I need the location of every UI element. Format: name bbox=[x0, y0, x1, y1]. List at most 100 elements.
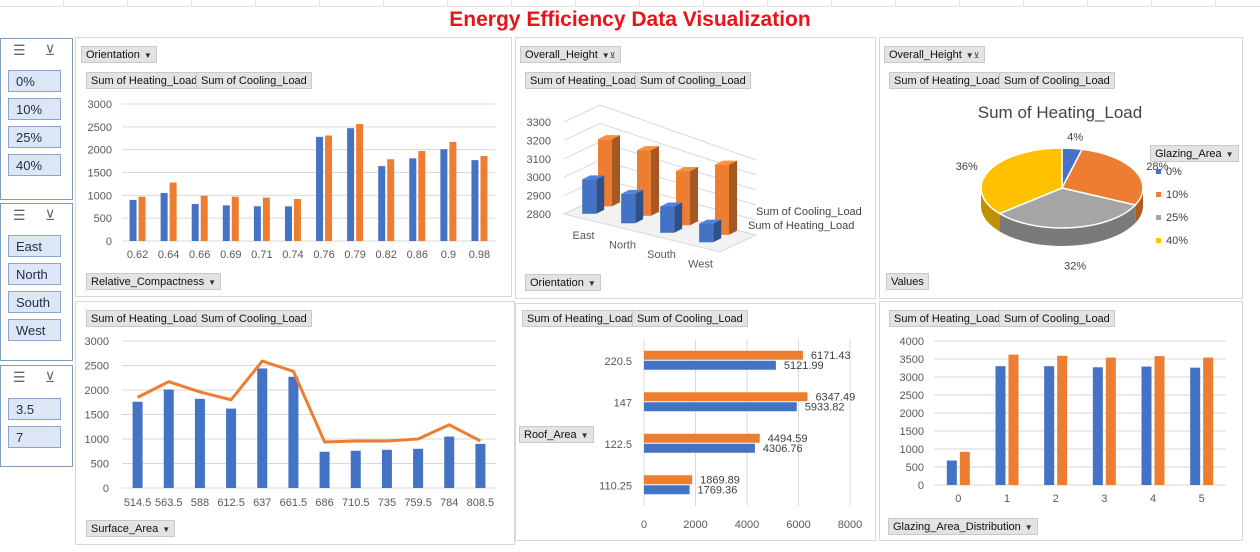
cooling-bar[interactable] bbox=[644, 392, 808, 402]
heating-bar[interactable] bbox=[995, 366, 1006, 485]
cooling-bar[interactable] bbox=[644, 475, 693, 485]
heating-bar[interactable] bbox=[191, 204, 199, 241]
slicer-item[interactable]: West bbox=[8, 319, 61, 341]
heating-bar[interactable] bbox=[660, 206, 675, 233]
relative-compactness-field-button[interactable]: Relative_Compactness ▼ bbox=[86, 273, 222, 290]
legend-label[interactable]: 25% bbox=[1166, 212, 1188, 224]
slicer-item[interactable]: 25% bbox=[8, 126, 61, 148]
heating-bar[interactable] bbox=[621, 193, 636, 224]
heating-bar[interactable] bbox=[699, 223, 714, 243]
multi-select-icon[interactable]: ☰ bbox=[13, 42, 26, 58]
cooling-bar[interactable] bbox=[418, 151, 426, 241]
cooling-bar[interactable] bbox=[262, 197, 270, 241]
heating-load-button[interactable]: Sum of Heating_Load bbox=[522, 310, 639, 327]
cooling-bar[interactable] bbox=[231, 196, 239, 241]
heating-bar[interactable] bbox=[946, 460, 957, 485]
cooling-bar[interactable] bbox=[325, 135, 333, 241]
clear-filter-icon[interactable]: ⊻ bbox=[45, 369, 56, 385]
cooling-bar[interactable] bbox=[449, 141, 457, 241]
heating-bar[interactable] bbox=[381, 449, 392, 488]
cooling-load-button[interactable]: Sum of Cooling_Load bbox=[999, 72, 1115, 89]
slicer-item[interactable]: 10% bbox=[8, 98, 61, 120]
cooling-bar[interactable] bbox=[293, 198, 301, 241]
heating-bar[interactable] bbox=[163, 389, 174, 488]
cooling-load-button[interactable]: Sum of Cooling_Load bbox=[196, 72, 312, 89]
heating-bar[interactable] bbox=[347, 128, 355, 241]
heating-load-button[interactable]: Sum of Heating_Load bbox=[889, 310, 1006, 327]
heating-bar[interactable] bbox=[284, 206, 292, 241]
clear-filter-icon[interactable]: ⊻ bbox=[45, 207, 56, 223]
slicer-item[interactable]: 7 bbox=[8, 426, 61, 448]
cooling-bar[interactable] bbox=[138, 196, 146, 241]
slicer-item[interactable]: 0% bbox=[8, 70, 61, 92]
heating-bar[interactable] bbox=[413, 448, 424, 488]
cooling-bar[interactable] bbox=[1057, 355, 1068, 485]
heating-bar[interactable] bbox=[129, 199, 137, 241]
glazing-area-field-button[interactable]: Glazing_Area ▼ bbox=[1150, 145, 1239, 162]
cooling-bar[interactable] bbox=[1203, 357, 1214, 485]
cooling-bar[interactable] bbox=[1105, 357, 1116, 485]
heating-bar[interactable] bbox=[132, 401, 143, 488]
cooling-bar[interactable] bbox=[644, 433, 760, 443]
multi-select-icon[interactable]: ☰ bbox=[13, 369, 26, 385]
cooling-bar[interactable] bbox=[644, 350, 803, 360]
heating-bar[interactable] bbox=[440, 149, 448, 241]
heating-bar[interactable] bbox=[378, 166, 386, 241]
cooling-bar[interactable] bbox=[356, 124, 364, 241]
heating-load-button[interactable]: Sum of Heating_Load bbox=[525, 72, 642, 89]
cooling-bar[interactable] bbox=[387, 159, 395, 241]
cooling-bar[interactable] bbox=[480, 156, 488, 241]
pie-slice[interactable] bbox=[1060, 148, 1144, 206]
heating-bar[interactable] bbox=[257, 368, 268, 488]
pie-slice[interactable] bbox=[980, 147, 1063, 215]
heating-bar[interactable] bbox=[319, 451, 330, 488]
pie-slice[interactable] bbox=[997, 187, 1137, 229]
heating-bar[interactable] bbox=[253, 206, 261, 241]
heating-bar[interactable] bbox=[316, 136, 324, 241]
cooling-load-button[interactable]: Sum of Cooling_Load bbox=[196, 310, 312, 327]
heating-load-button[interactable]: Sum of Heating_Load bbox=[86, 310, 203, 327]
slicer-item[interactable]: South bbox=[8, 291, 61, 313]
cooling-load-button[interactable]: Sum of Cooling_Load bbox=[635, 72, 751, 89]
cooling-line[interactable] bbox=[136, 359, 482, 444]
overall-height-field-button[interactable]: Overall_Height ▼⊻ bbox=[884, 46, 985, 63]
heating-bar[interactable] bbox=[644, 360, 776, 370]
heating-load-button[interactable]: Sum of Heating_Load bbox=[86, 72, 203, 89]
surface-area-field-button[interactable]: Surface_Area ▼ bbox=[86, 520, 176, 537]
heating-bar[interactable] bbox=[471, 160, 479, 241]
legend-label[interactable]: 40% bbox=[1166, 235, 1188, 247]
slicer-item[interactable]: 3.5 bbox=[8, 398, 61, 420]
legend-label[interactable]: 10% bbox=[1166, 189, 1188, 201]
overall-height-field-button[interactable]: Overall_Height ▼⊻ bbox=[520, 46, 621, 63]
heating-bar[interactable] bbox=[409, 158, 417, 241]
heating-bar[interactable] bbox=[350, 450, 361, 488]
orientation-field-button[interactable]: Orientation ▼ bbox=[81, 46, 157, 63]
slicer-item[interactable]: North bbox=[8, 263, 61, 285]
legend-label[interactable]: 0% bbox=[1166, 166, 1182, 178]
heating-bar[interactable] bbox=[644, 402, 797, 412]
cooling-bar[interactable] bbox=[1008, 354, 1019, 485]
cooling-load-button[interactable]: Sum of Cooling_Load bbox=[999, 310, 1115, 327]
heating-bar[interactable] bbox=[1190, 367, 1201, 485]
heating-bar[interactable] bbox=[582, 179, 597, 214]
heating-bar[interactable] bbox=[475, 443, 486, 488]
roof-area-field-button[interactable]: Roof_Area ▼ bbox=[519, 426, 594, 443]
multi-select-icon[interactable]: ☰ bbox=[13, 207, 26, 223]
heating-bar[interactable] bbox=[160, 193, 168, 241]
clear-filter-icon[interactable]: ⊻ bbox=[45, 42, 56, 58]
heating-bar[interactable] bbox=[1141, 366, 1152, 485]
values-field-button[interactable]: Values bbox=[886, 273, 929, 290]
heating-bar[interactable] bbox=[1044, 366, 1055, 485]
heating-bar[interactable] bbox=[644, 443, 755, 453]
heating-bar[interactable] bbox=[644, 485, 690, 495]
cooling-bar[interactable] bbox=[1154, 356, 1165, 485]
cooling-bar[interactable] bbox=[715, 164, 730, 235]
heating-bar[interactable] bbox=[194, 398, 205, 488]
heating-bar[interactable] bbox=[222, 205, 230, 241]
heating-bar[interactable] bbox=[444, 436, 455, 488]
heating-bar[interactable] bbox=[226, 408, 237, 488]
cooling-bar[interactable] bbox=[959, 451, 970, 485]
heating-bar[interactable] bbox=[288, 376, 299, 488]
slicer-item[interactable]: 40% bbox=[8, 154, 61, 176]
cooling-bar[interactable] bbox=[200, 195, 208, 241]
